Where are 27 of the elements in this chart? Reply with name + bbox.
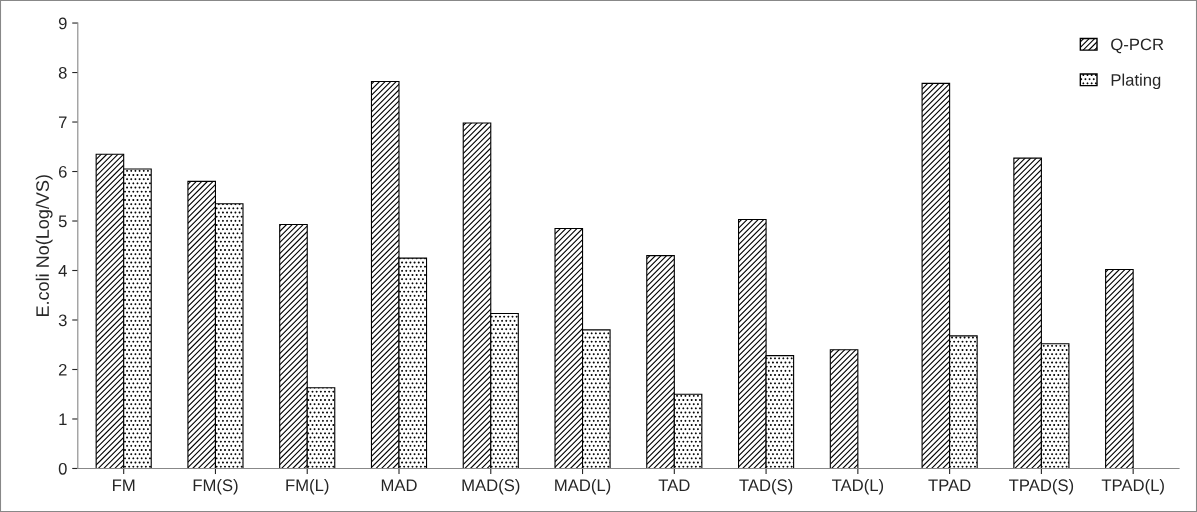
x-tick-label: TAD xyxy=(658,479,690,491)
x-tick-label: TPAD xyxy=(928,479,971,491)
x-tick-label: FM(L) xyxy=(286,478,329,495)
x-tick-label: MAD(L) xyxy=(555,478,611,495)
y-tick-label: 6 xyxy=(58,165,67,178)
y-tick-label: 0 xyxy=(58,462,67,475)
y-tick-label: 8 xyxy=(58,66,67,79)
legend-label: Q-PCR xyxy=(1111,38,1164,54)
x-tick-label: TPAD(S) xyxy=(1009,478,1074,495)
x-tick-label: MAD(S) xyxy=(462,478,520,495)
y-axis-title: E.coli No(Log/VS) xyxy=(35,175,53,317)
bar xyxy=(1105,268,1134,469)
x-tick-label: TAD(L) xyxy=(831,478,884,495)
bar xyxy=(829,349,859,469)
x-tick-label: FM(S) xyxy=(193,478,238,495)
y-tick-label: 1 xyxy=(59,413,67,426)
x-tick-label: TPAD(L) xyxy=(1101,478,1164,495)
y-tick-label: 2 xyxy=(58,363,67,376)
y-tick-label: 7 xyxy=(58,116,67,129)
y-tick-label: 4 xyxy=(58,265,67,277)
y-tick-label: 5 xyxy=(58,215,67,228)
legend-label: Plating xyxy=(1111,73,1161,90)
y-tick-label: 9 xyxy=(58,17,67,30)
x-tick-label: MAD xyxy=(381,479,417,491)
x-tick-label: FM xyxy=(113,479,135,491)
y-tick-label: 3 xyxy=(58,314,67,327)
x-tick-label: TAD(S) xyxy=(739,478,793,495)
